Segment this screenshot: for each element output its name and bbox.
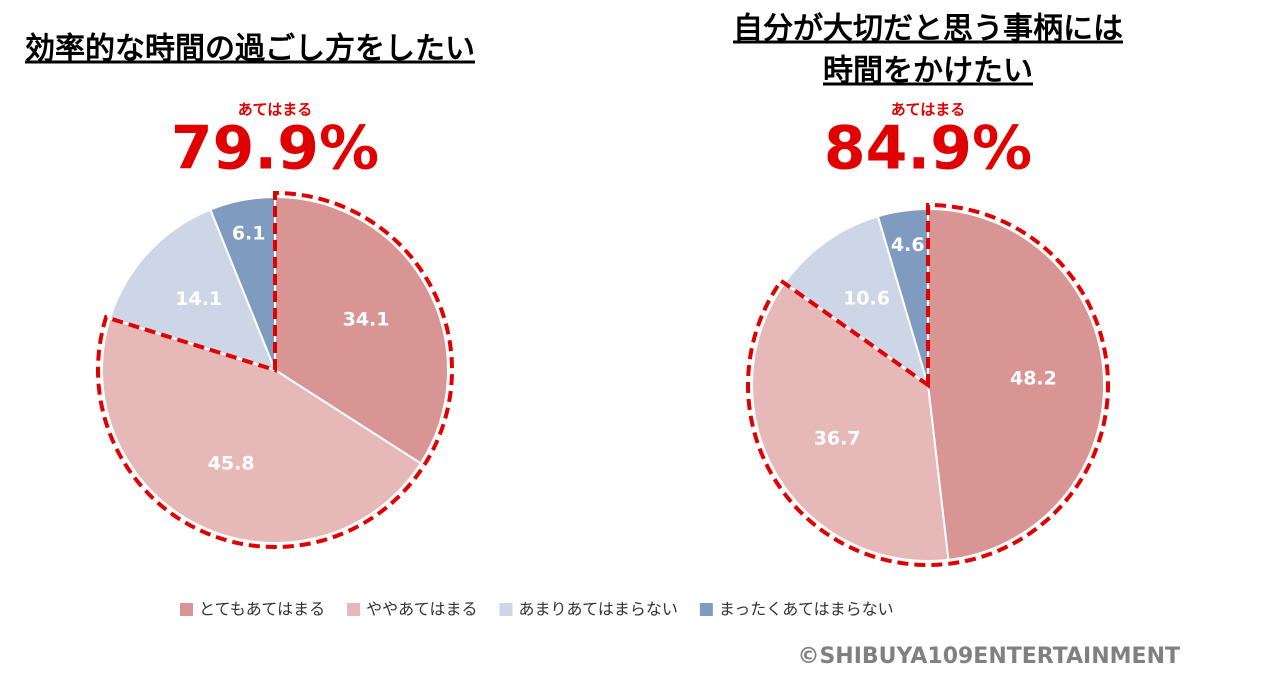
slice-label: 48.2 [1010,367,1057,389]
chart-title: 時間をかけたい [823,54,1033,89]
legend-label: とてもあてはまる [199,600,325,619]
pie-slice [751,281,950,562]
slice-label: 36.7 [814,427,861,449]
legend-swatch [499,603,513,616]
pie-slice [927,207,1105,561]
copyright: ©SHIBUYA109ENTERTAINMENT [797,644,1180,669]
highlight-value: 84.9% [824,114,1032,184]
pie-slice [101,317,423,544]
legend-label: まったくあてはまらない [719,600,894,619]
slice-label: 4.6 [891,234,925,256]
highlight-label: あてはまる [891,101,965,119]
chart-title: 効率的な時間の過ごし方をしたい [25,32,475,67]
legend-label: あまりあてはまらない [518,600,677,619]
highlight-label: あてはまる [238,101,312,119]
highlight-outline [746,202,1110,567]
slice-label: 14.1 [175,288,222,310]
slice-label: 10.6 [843,288,890,310]
highlight-value: 79.9% [171,114,379,184]
chart-title: 自分が大切だと思う事柄には [733,12,1123,47]
legend-swatch [180,603,193,616]
legend-swatch [347,603,361,616]
legend-swatch [699,603,713,616]
slice-label: 45.8 [208,453,255,475]
slice-label: 34.1 [343,309,390,331]
legend-label: ややあてはまる [366,600,477,619]
highlight-outline [96,190,454,549]
pie-slice [783,215,930,388]
slice-label: 6.1 [232,223,266,245]
